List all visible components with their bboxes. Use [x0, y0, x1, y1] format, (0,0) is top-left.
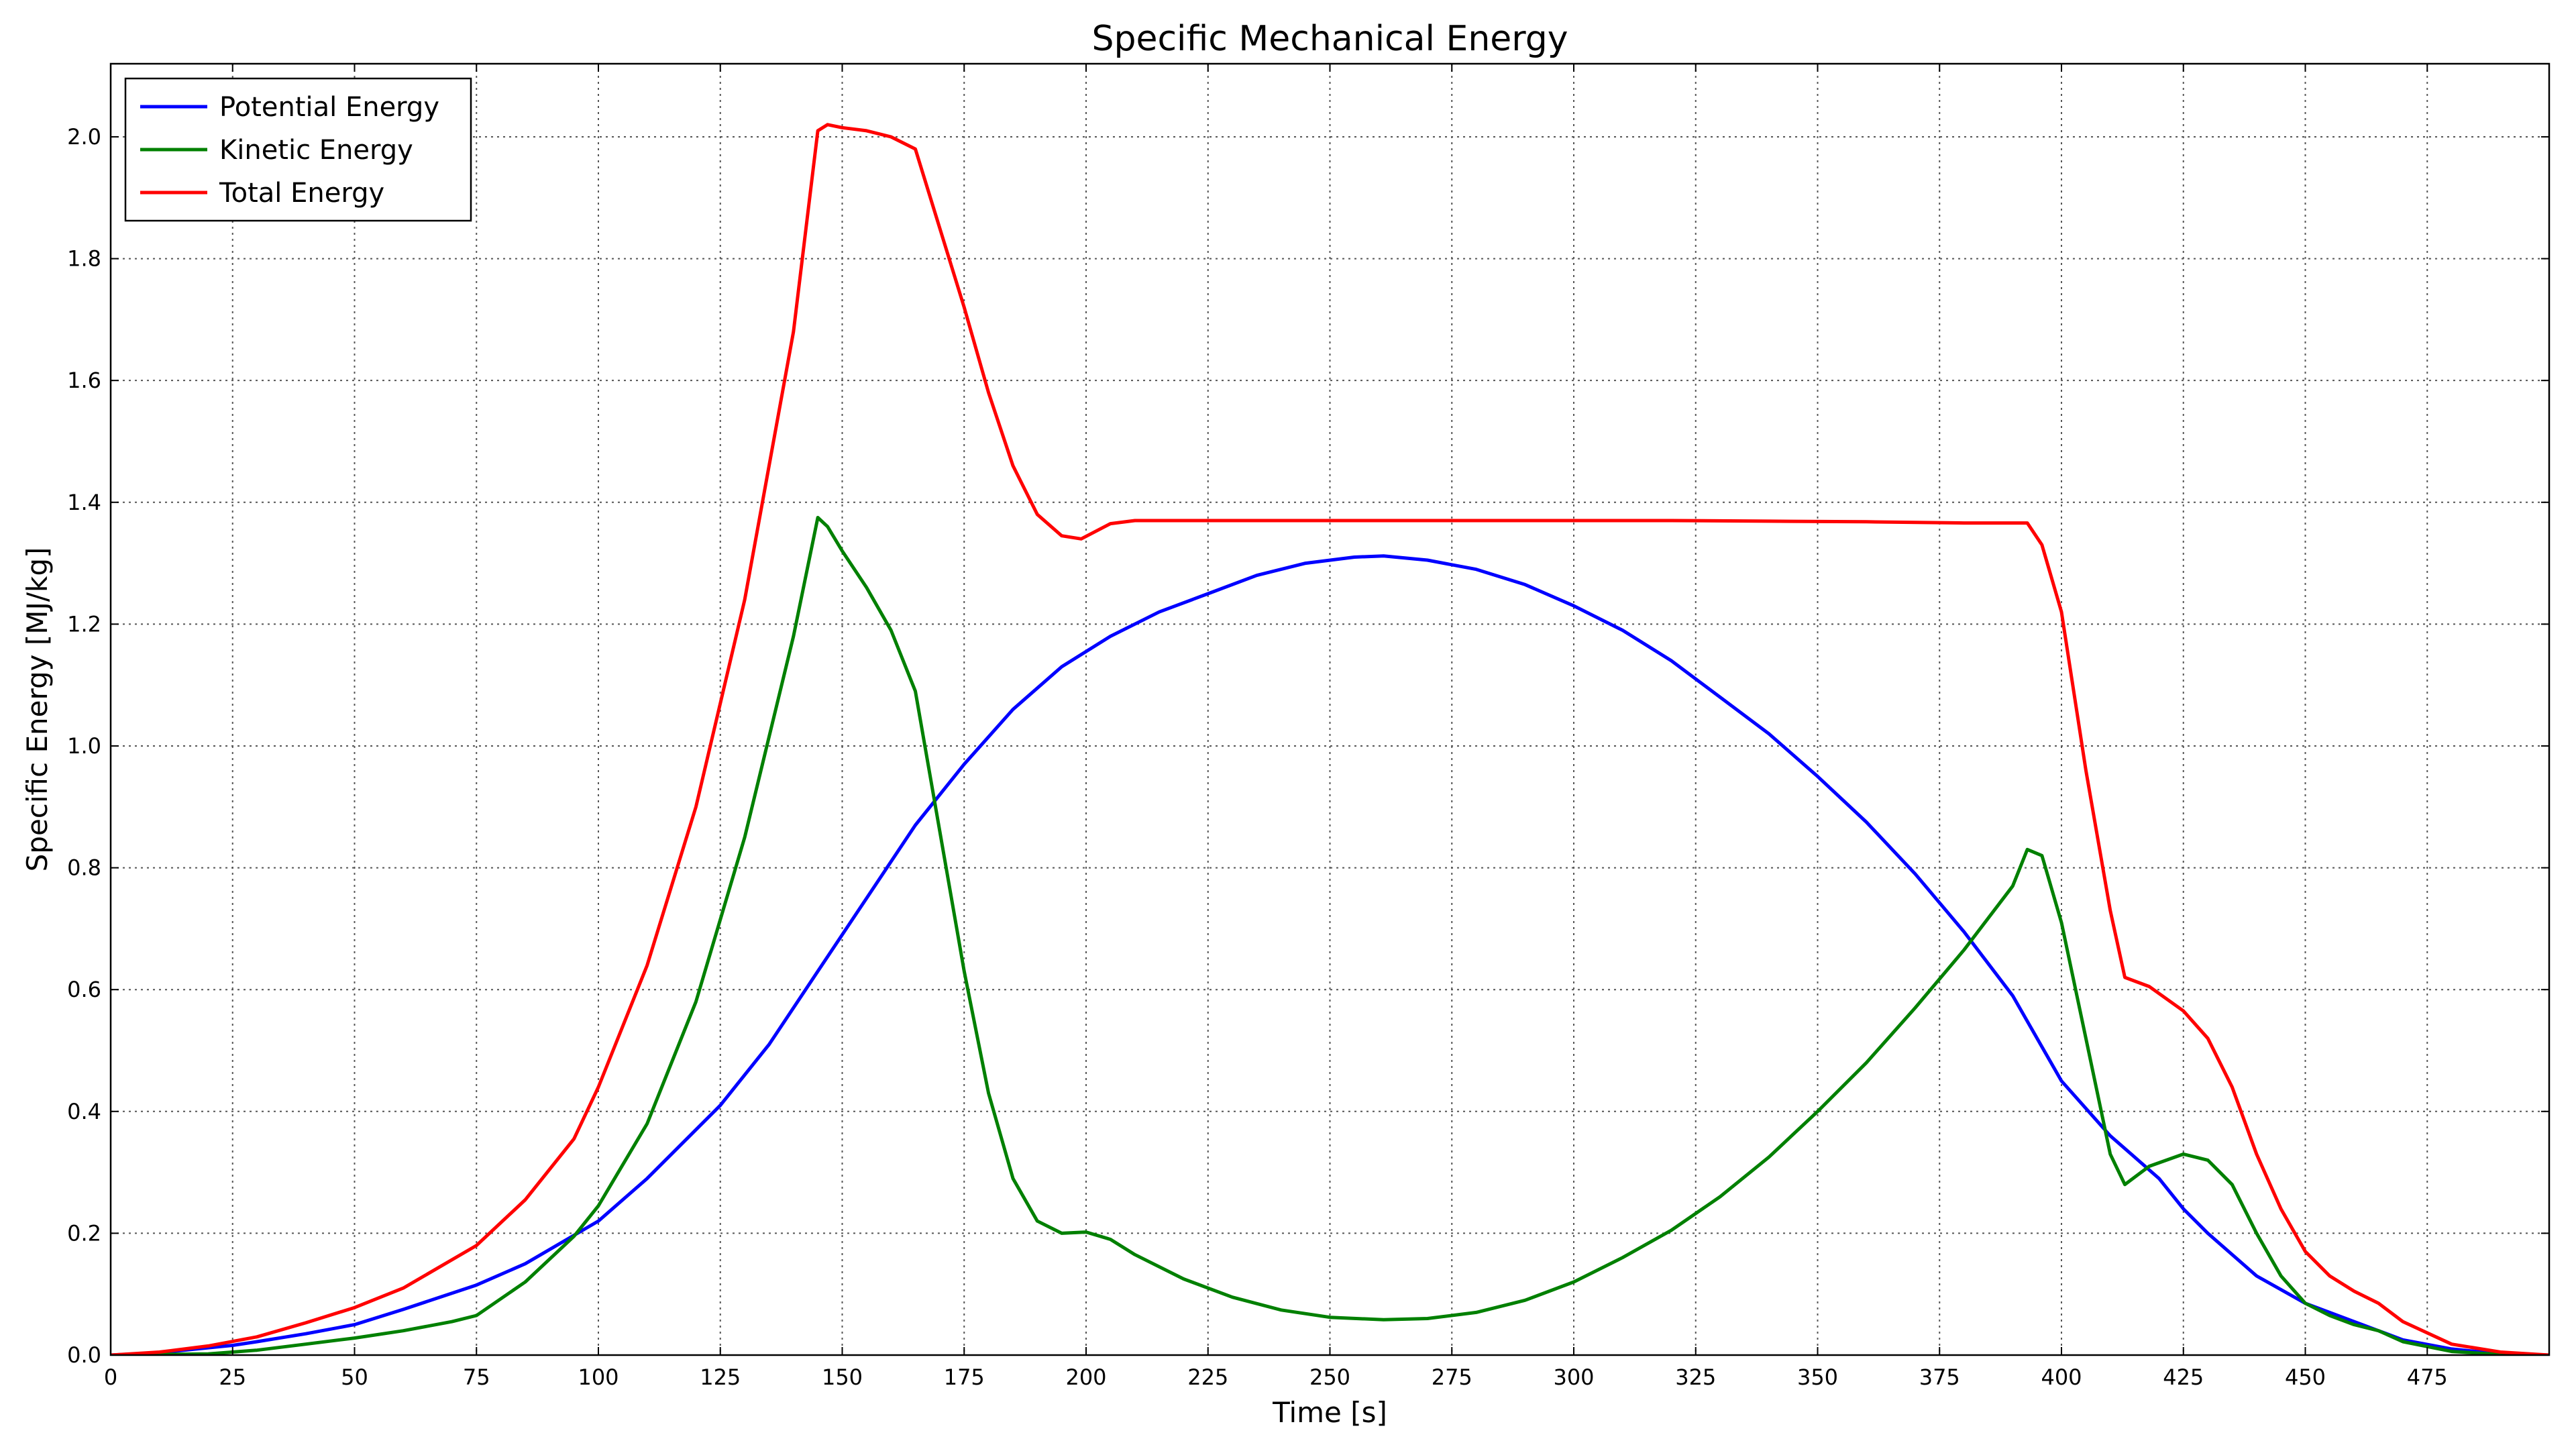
x-tick-label: 200 [1065, 1364, 1106, 1390]
x-tick-label: 275 [1432, 1364, 1472, 1390]
y-tick-label: 2.0 [67, 124, 101, 150]
y-tick-label: 1.2 [67, 611, 101, 637]
x-tick-label: 50 [341, 1364, 368, 1390]
series-layer [111, 123, 2549, 1355]
legend-label: Potential Energy [219, 92, 439, 123]
y-tick-label: 0.2 [67, 1220, 101, 1246]
chart-title: Specific Mechanical Energy [1091, 19, 1568, 59]
y-axis-label: Specific Energy [MJ/kg] [21, 547, 54, 872]
x-axis-label: Time [s] [1272, 1396, 1387, 1429]
x-tick-label: 425 [2163, 1364, 2204, 1390]
y-tick-label: 1.0 [67, 733, 101, 759]
y-tick-label: 1.6 [67, 368, 101, 393]
x-tick-label: 375 [1919, 1364, 1960, 1390]
y-tick-label: 1.8 [67, 246, 101, 272]
x-tick-label: 250 [1309, 1364, 1350, 1390]
x-tick-label: 100 [578, 1364, 619, 1390]
x-tick-label: 350 [1797, 1364, 1838, 1390]
y-tick-label: 0.8 [67, 855, 101, 881]
legend-label: Total Energy [219, 178, 384, 209]
y-tick-label: 0.6 [67, 977, 101, 1002]
series-line-total-energy [111, 123, 2549, 1355]
x-tick-label: 75 [463, 1364, 490, 1390]
x-tick-label: 0 [104, 1364, 117, 1390]
x-tick-label: 25 [219, 1364, 246, 1390]
y-tick-label: 1.4 [67, 490, 101, 515]
y-tick-label: 0.0 [67, 1342, 101, 1368]
x-tick-label: 175 [944, 1364, 985, 1390]
legend-label: Kinetic Energy [219, 135, 413, 166]
x-tick-label: 325 [1675, 1364, 1716, 1390]
series-line-potential-energy [111, 554, 2549, 1355]
x-tick-label: 475 [2407, 1364, 2448, 1390]
grid-layer [111, 64, 2549, 1355]
x-tick-label: 225 [1187, 1364, 1228, 1390]
series-line-kinetic-energy [111, 516, 2549, 1355]
x-tick-label: 400 [2041, 1364, 2082, 1390]
x-tick-label: 150 [822, 1364, 863, 1390]
x-tick-label: 300 [1553, 1364, 1594, 1390]
tick-layer: 0 25 50 75 100 125 150 175 200 225 250 275 300 325 350… [67, 64, 2549, 1390]
x-tick-label: 450 [2285, 1364, 2326, 1390]
y-tick-label: 0.4 [67, 1099, 101, 1124]
legend: Potential Energy Kinetic Energy Total Ener… [124, 77, 472, 222]
x-tick-label: 125 [700, 1364, 741, 1390]
